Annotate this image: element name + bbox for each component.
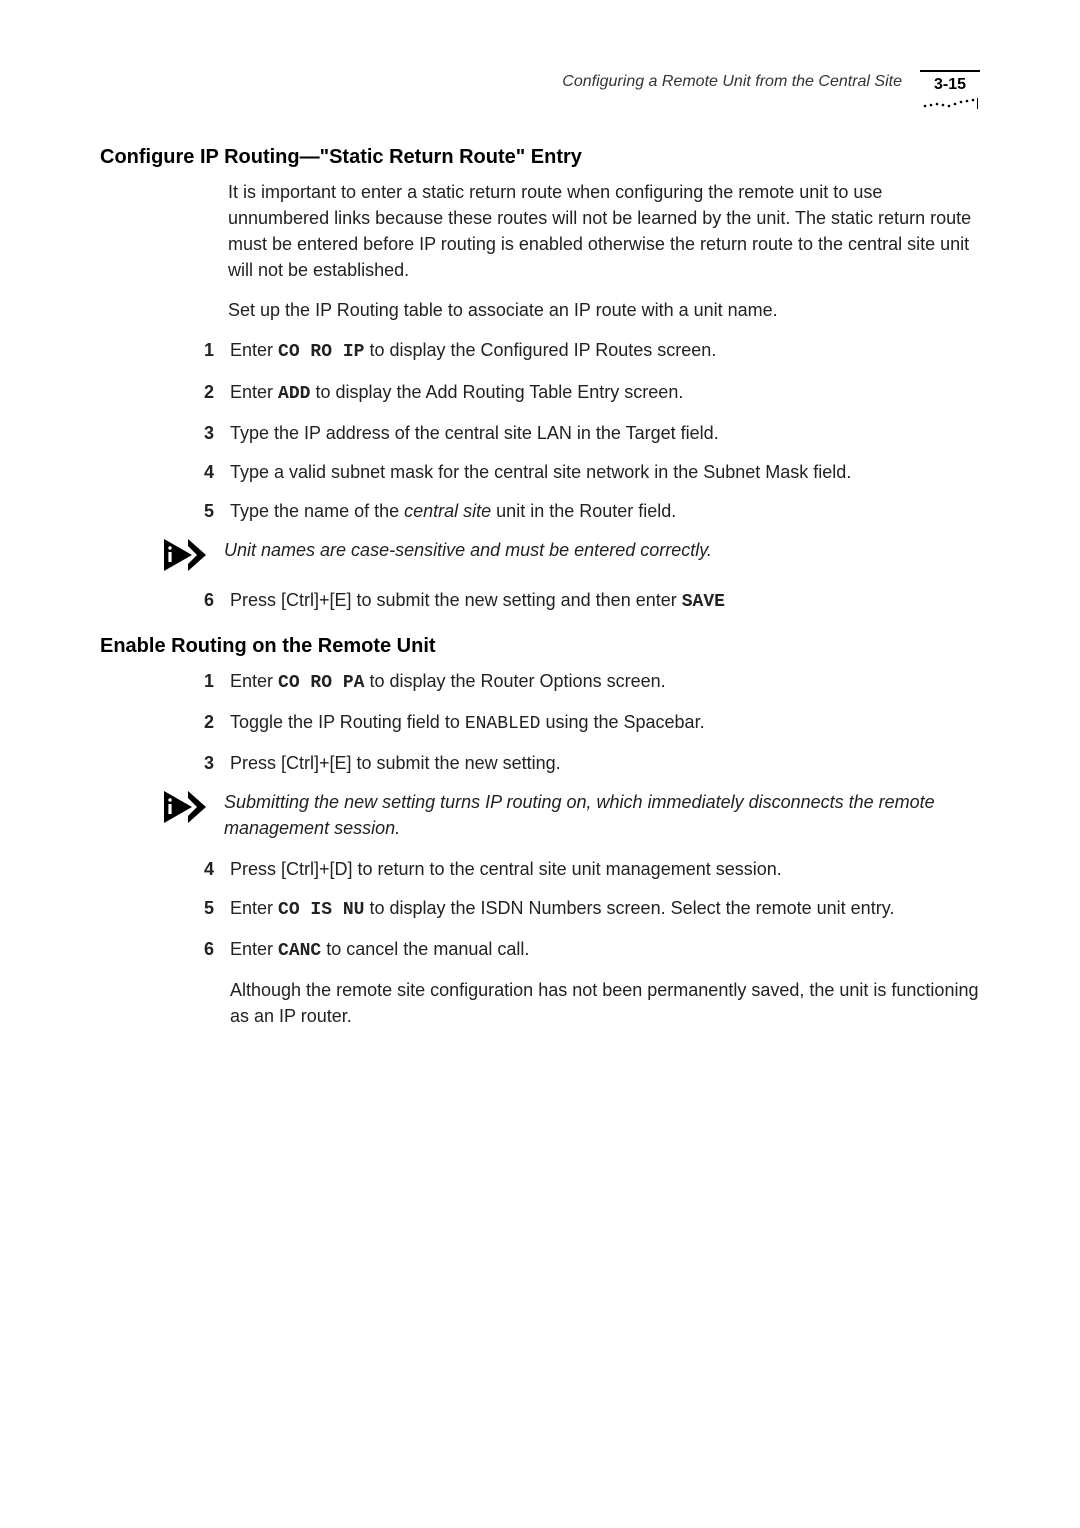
list-item: Toggle the IP Routing field to ENABLED u… bbox=[208, 709, 980, 737]
note-row: Submitting the new setting turns IP rout… bbox=[162, 789, 980, 841]
list-item: Press [Ctrl]+[E] to submit the new setti… bbox=[208, 750, 980, 776]
code-text: SAVE bbox=[682, 592, 725, 612]
code-text: CO IS NU bbox=[278, 900, 364, 920]
numbered-list-continued: 4Press [Ctrl]+[D] to return to the centr… bbox=[208, 856, 980, 964]
list-item: Enter CO RO PA to display the Router Opt… bbox=[208, 668, 980, 696]
note-text: Submitting the new setting turns IP rout… bbox=[224, 789, 980, 841]
running-head: Configuring a Remote Unit from the Centr… bbox=[562, 70, 902, 91]
italic-text: central site bbox=[404, 501, 491, 521]
list-item: 6Press [Ctrl]+[E] to submit the new sett… bbox=[208, 587, 980, 615]
note-text: Unit names are case-sensitive and must b… bbox=[224, 537, 712, 563]
code-text: CANC bbox=[278, 941, 321, 961]
paragraph: Set up the IP Routing table to associate… bbox=[228, 297, 980, 323]
paragraph: Although the remote site configuration h… bbox=[230, 977, 980, 1029]
list-item: 4Press [Ctrl]+[D] to return to the centr… bbox=[208, 856, 980, 882]
list-item: Type the IP address of the central site … bbox=[208, 420, 980, 446]
list-item: 5Enter CO IS NU to display the ISDN Numb… bbox=[208, 895, 980, 923]
code-text: CO RO PA bbox=[278, 673, 364, 693]
list-item: Enter ADD to display the Add Routing Tab… bbox=[208, 379, 980, 407]
page-number: 3-15 bbox=[920, 76, 980, 94]
section-title-static-route: Configure IP Routing—"Static Return Rout… bbox=[100, 146, 980, 169]
dots-decoration bbox=[922, 97, 978, 109]
page-header: Configuring a Remote Unit from the Centr… bbox=[100, 70, 980, 114]
numbered-list-continued: 6Press [Ctrl]+[E] to submit the new sett… bbox=[208, 587, 980, 615]
numbered-list: Enter CO RO IP to display the Configured… bbox=[208, 337, 980, 523]
numbered-list: Enter CO RO PA to display the Router Opt… bbox=[208, 668, 980, 776]
list-item: Type the name of the central site unit i… bbox=[208, 498, 980, 524]
page-number-box: 3-15 bbox=[920, 70, 980, 114]
paragraph: It is important to enter a static return… bbox=[228, 179, 980, 283]
info-arrow-icon bbox=[162, 789, 206, 825]
code-text: ADD bbox=[278, 384, 310, 404]
info-arrow-icon bbox=[162, 537, 206, 573]
code-text: CO RO IP bbox=[278, 342, 364, 362]
section-title-enable-routing: Enable Routing on the Remote Unit bbox=[100, 635, 980, 658]
list-item: 6Enter CANC to cancel the manual call. bbox=[208, 936, 980, 964]
note-row: Unit names are case-sensitive and must b… bbox=[162, 537, 980, 573]
list-item: Enter CO RO IP to display the Configured… bbox=[208, 337, 980, 365]
list-item: Type a valid subnet mask for the central… bbox=[208, 459, 980, 485]
mono-text: ENABLED bbox=[465, 714, 541, 734]
